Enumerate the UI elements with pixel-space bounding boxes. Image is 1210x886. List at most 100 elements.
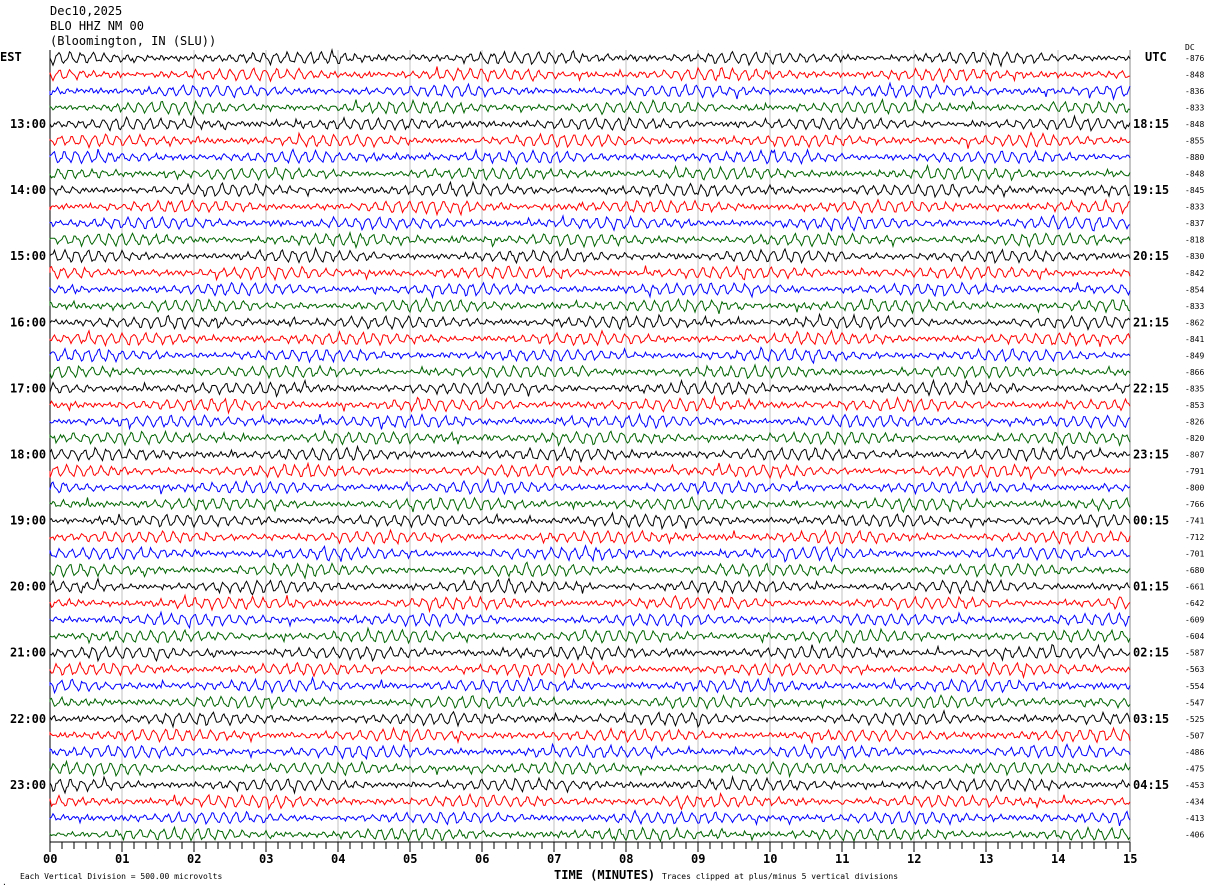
dc-offset-label: -406	[1185, 830, 1204, 839]
dc-offset-label: -712	[1185, 533, 1204, 542]
trace-row-28	[49, 511, 1131, 531]
left-hour-label: 17:00	[10, 381, 46, 395]
trace-row-12	[49, 246, 1131, 265]
scale-note: Each Vertical Division = 500.00 microvol…	[20, 872, 222, 881]
x-tick-label: 12	[907, 852, 921, 866]
left-hour-label: 16:00	[10, 315, 46, 329]
right-hour-label: 04:15	[1133, 778, 1169, 792]
trace-row-19	[49, 363, 1131, 380]
trace-row-17	[49, 329, 1131, 348]
corner-mark: .	[2, 878, 7, 886]
dc-offset-label: -842	[1185, 269, 1204, 278]
left-hour-label: 13:00	[10, 117, 46, 131]
trace-row-24	[49, 444, 1131, 464]
dc-offset-label: -507	[1185, 731, 1204, 740]
x-tick-label: 01	[115, 852, 129, 866]
trace-row-34	[49, 610, 1131, 630]
dc-offset-label: -475	[1185, 764, 1204, 773]
trace-row-2	[49, 81, 1131, 101]
trace-row-7	[49, 163, 1131, 182]
left-hour-label: 19:00	[10, 514, 46, 528]
left-hour-label: 20:00	[10, 580, 46, 594]
dc-offset-label: -661	[1185, 583, 1204, 592]
trace-row-13	[49, 264, 1131, 282]
trace-row-9	[49, 198, 1131, 217]
right-hour-label: 02:15	[1133, 646, 1169, 660]
dc-offset-label: -835	[1185, 384, 1204, 393]
x-tick-label: 14	[1051, 852, 1065, 866]
right-hour-label: 01:15	[1133, 580, 1169, 594]
x-tick-label: 15	[1123, 852, 1137, 866]
x-tick-label: 02	[187, 852, 201, 866]
left-hour-label: 22:00	[10, 712, 46, 726]
dc-offset-label: -547	[1185, 698, 1204, 707]
dc-offset-label: -849	[1185, 351, 1204, 360]
x-tick-label: 13	[979, 852, 993, 866]
trace-row-43	[49, 759, 1131, 779]
dc-offset-label: -525	[1185, 715, 1204, 724]
trace-row-26	[49, 477, 1131, 496]
right-hour-label: 00:15	[1133, 514, 1169, 528]
x-tick-label: 05	[403, 852, 417, 866]
trace-row-25	[49, 461, 1131, 481]
dc-offset-label: -800	[1185, 484, 1204, 493]
dc-offset-label: -833	[1185, 203, 1204, 212]
right-hour-label: 18:15	[1133, 117, 1169, 131]
dc-offset-label: -837	[1185, 219, 1204, 228]
dc-offset-label: -554	[1185, 682, 1204, 691]
dc-offset-label: -862	[1185, 318, 1204, 327]
dc-offset-label: -413	[1185, 814, 1204, 823]
clip-note: Traces clipped at plus/minus 5 vertical …	[662, 872, 898, 881]
trace-row-30	[49, 544, 1131, 563]
dc-offset-label: -701	[1185, 550, 1204, 559]
trace-row-41	[49, 726, 1131, 745]
dc-offset-label: -807	[1185, 451, 1204, 460]
station-label: BLO HHZ NM 00	[50, 19, 144, 33]
trace-row-21	[49, 394, 1131, 415]
right-hour-label: 20:15	[1133, 249, 1169, 263]
trace-row-18	[49, 346, 1131, 365]
trace-row-33	[49, 593, 1131, 614]
trace-row-31	[49, 561, 1131, 580]
dc-offset-label: -830	[1185, 252, 1204, 261]
x-tick-label: 10	[763, 852, 777, 866]
x-tick-label: 06	[475, 852, 489, 866]
x-tick-label: 03	[259, 852, 273, 866]
trace-row-39	[49, 693, 1131, 711]
dc-offset-label: -818	[1185, 236, 1204, 245]
dc-offset-label: -854	[1185, 285, 1204, 294]
right-hour-label: 19:15	[1133, 183, 1169, 197]
trace-row-1	[49, 66, 1131, 84]
left-hour-label: 14:00	[10, 183, 46, 197]
right-timezone-label: UTC	[1145, 50, 1167, 64]
left-hour-label: 15:00	[10, 249, 46, 263]
dc-offset-label: -609	[1185, 616, 1204, 625]
x-tick-label: 00	[43, 852, 57, 866]
dc-header: DC	[1185, 43, 1195, 52]
trace-row-6	[49, 148, 1131, 166]
trace-row-46	[49, 809, 1131, 827]
trace-row-44	[49, 774, 1131, 795]
trace-row-38	[49, 675, 1131, 695]
trace-row-3	[49, 97, 1131, 117]
right-hour-label: 03:15	[1133, 712, 1169, 726]
dc-offset-label: -853	[1185, 401, 1204, 410]
trace-row-8	[49, 180, 1131, 199]
dc-offset-label: -876	[1185, 54, 1204, 63]
trace-row-47	[49, 825, 1131, 843]
right-hour-label: 22:15	[1133, 381, 1169, 395]
dc-offset-label: -741	[1185, 517, 1204, 526]
dc-offset-label: -855	[1185, 137, 1204, 146]
dc-offset-label: -453	[1185, 781, 1204, 790]
x-tick-label: 09	[691, 852, 705, 866]
dc-offset-label: -826	[1185, 417, 1204, 426]
date-label: Dec10,2025	[50, 4, 123, 18]
location-label: (Bloomington, IN (SLU))	[50, 34, 217, 48]
dc-offset-label: -845	[1185, 186, 1204, 195]
trace-row-16	[49, 312, 1131, 332]
x-tick-label: 07	[547, 852, 561, 866]
dc-offset-label: -680	[1185, 566, 1204, 575]
right-hour-label: 21:15	[1133, 315, 1169, 329]
x-tick-label: 11	[835, 852, 849, 866]
